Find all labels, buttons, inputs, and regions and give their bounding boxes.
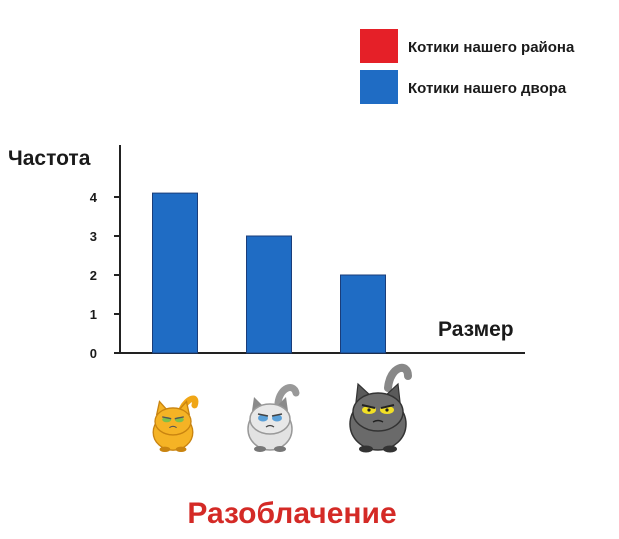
y-axis-title: Частота	[8, 147, 91, 170]
y-tick-label: 3	[90, 229, 97, 244]
x-axis-title: Размер	[438, 318, 514, 341]
bar-white-cat	[246, 235, 292, 354]
bar-gray-cat	[340, 274, 386, 354]
legend: Котики нашего района Котики нашего двора	[360, 29, 575, 104]
orange-cat-icon	[152, 395, 199, 452]
y-ticks: 0 1 2 3 4	[90, 190, 120, 361]
y-tick-label: 0	[90, 346, 97, 361]
y-tick-label: 1	[90, 307, 97, 322]
y-tick-label: 2	[90, 268, 97, 283]
legend-swatch-blue	[360, 70, 398, 104]
legend-swatch-red	[360, 29, 398, 63]
legend-label-red: Котики нашего района	[408, 39, 575, 56]
bars	[152, 192, 386, 354]
caption: Разоблачение	[187, 497, 396, 530]
bar-orange-cat	[152, 192, 198, 354]
legend-label-blue: Котики нашего двора	[408, 80, 567, 97]
gray-cat-icon	[349, 363, 412, 453]
y-tick-label: 4	[90, 190, 98, 205]
white-cat-icon	[247, 384, 300, 452]
